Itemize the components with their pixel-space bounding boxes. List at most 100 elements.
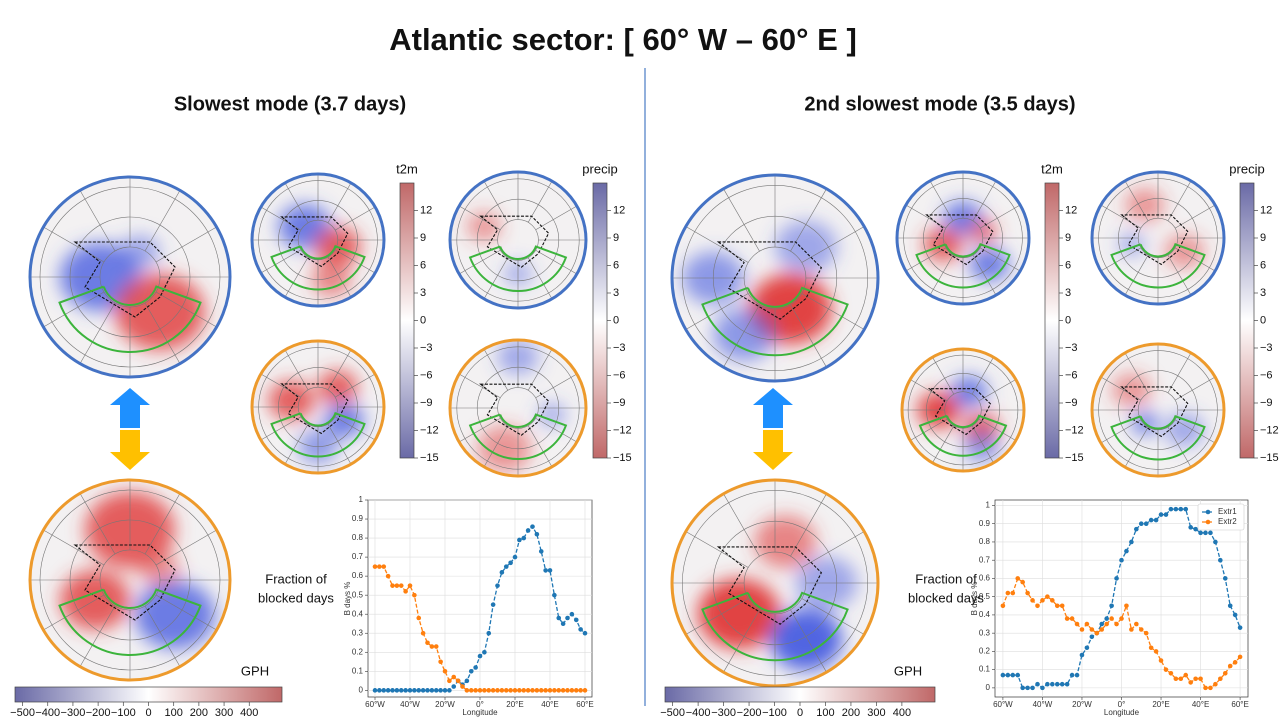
data-point — [538, 688, 544, 693]
map-border — [895, 170, 1031, 306]
data-point — [560, 621, 566, 627]
y-tick-label: 0.6 — [979, 574, 991, 583]
map-meridian — [155, 529, 217, 566]
data-point — [1124, 603, 1129, 609]
data-point — [1163, 512, 1169, 517]
legend-label: Extr1 — [1218, 507, 1237, 516]
data-point — [565, 615, 570, 621]
data-point — [1005, 590, 1011, 596]
map-meridian — [790, 304, 827, 368]
map-meridian — [327, 256, 352, 298]
map-meridian — [971, 357, 994, 395]
legend-label: Extr2 — [1218, 517, 1237, 526]
colorbar — [664, 686, 936, 703]
blocking-sector — [468, 245, 568, 292]
data-point — [1020, 579, 1025, 585]
map — [672, 175, 878, 381]
data-point — [438, 688, 443, 693]
colorbar-tick-label: 100 — [165, 707, 183, 719]
colorbar-tick-label: −9 — [613, 397, 626, 409]
map-meridian — [790, 188, 827, 252]
data-point — [1222, 576, 1228, 581]
y-tick-label: 1 — [986, 501, 991, 510]
data-point — [1059, 681, 1065, 687]
y-tick-label: 0.4 — [352, 609, 364, 618]
data-point — [1104, 621, 1109, 627]
data-point — [1035, 681, 1040, 687]
data-point — [460, 684, 465, 689]
map-meridian — [929, 180, 954, 222]
map-meridian — [260, 416, 302, 441]
x-tick-label: 0° — [1118, 700, 1126, 709]
data-point — [490, 688, 496, 693]
y-tick-label: 0 — [986, 683, 991, 692]
data-point — [1035, 603, 1040, 609]
data-point — [1183, 506, 1189, 512]
y-tick-label: 0.9 — [352, 514, 364, 523]
map-border — [670, 173, 880, 383]
colorbar-tick-label: 400 — [240, 707, 258, 719]
map-meridian — [1174, 419, 1216, 444]
data-point — [508, 560, 513, 566]
data-point — [473, 688, 478, 693]
data-point — [447, 678, 452, 684]
data-point — [464, 688, 470, 693]
data-point — [1148, 517, 1154, 523]
colorbar-label: t2m — [1041, 161, 1063, 176]
colorbar-tick-label: −300 — [61, 707, 86, 719]
map-meridian — [723, 609, 760, 673]
y-axis-label: B days % — [970, 582, 979, 616]
chart-caption: blocked days — [258, 590, 334, 605]
map-meridian — [910, 418, 948, 441]
data-point — [1183, 672, 1189, 678]
map-anomaly — [1125, 188, 1165, 222]
map-meridian — [284, 423, 309, 465]
data-point — [1050, 681, 1055, 687]
map-meridian — [790, 609, 827, 673]
data-point — [538, 549, 544, 554]
map-meridian — [483, 180, 509, 223]
map-border — [28, 478, 232, 682]
data-point — [525, 688, 531, 693]
data-point — [1109, 603, 1114, 609]
map-meridian — [1167, 254, 1192, 296]
y-tick-label: 0.3 — [979, 628, 991, 637]
x-tick-label: 40°E — [1192, 700, 1209, 709]
x-tick-label: 60°E — [576, 700, 593, 709]
data-point — [1232, 660, 1238, 665]
data-point — [517, 688, 522, 693]
data-point — [1237, 654, 1243, 660]
colorbar-tick-label: 9 — [613, 232, 619, 244]
colorbar-tick-label: 0 — [420, 314, 426, 326]
blocking-sector — [918, 414, 1008, 457]
map-anomaly — [1164, 412, 1205, 447]
map-background — [450, 172, 586, 308]
data-point — [486, 630, 492, 636]
data-point — [552, 688, 557, 693]
data-point — [1134, 526, 1139, 532]
data-point — [543, 568, 548, 573]
data-point — [1099, 621, 1105, 627]
colorbar-tick-label: −100 — [762, 707, 787, 719]
map-meridian — [723, 304, 760, 368]
blocking-sector — [701, 591, 849, 662]
map-background — [252, 341, 384, 473]
data-point — [1015, 576, 1021, 581]
data-point — [1005, 672, 1011, 678]
map-meridian — [334, 416, 376, 441]
map — [30, 177, 230, 377]
map-meridian — [79, 493, 116, 555]
y-tick-label: 0.5 — [979, 592, 991, 601]
colorbar-tick-label: 6 — [613, 259, 619, 271]
blocking-sector — [915, 243, 1011, 289]
map-meridian — [327, 349, 352, 391]
data-point — [1015, 672, 1021, 678]
map-coastline — [927, 388, 992, 436]
map-meridian — [790, 493, 827, 557]
map-meridian — [155, 226, 217, 263]
colorbar-tick-label: −6 — [1260, 369, 1273, 381]
map — [450, 172, 586, 308]
colorbar-tick-label: −15 — [1260, 452, 1279, 464]
map-meridian — [334, 373, 376, 398]
map-meridian — [905, 247, 947, 272]
